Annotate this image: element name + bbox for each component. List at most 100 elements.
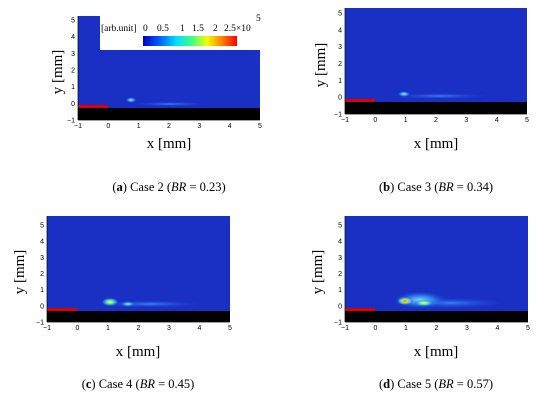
panel-c-ytick: 3 — [40, 255, 44, 262]
panel-a-xlabel: x [mm] — [147, 136, 192, 152]
panel-d-ytick: 0 — [338, 303, 342, 310]
panel-c-ytick: 5 — [40, 223, 44, 230]
panel-d-injector — [345, 308, 375, 311]
colorbar-tick-0: 0 — [143, 24, 148, 34]
colorbar-tick-4: 2 — [213, 24, 218, 34]
panel-d-xtick: 1 — [404, 325, 408, 332]
panel-d-ytick: 2 — [338, 271, 342, 278]
panel-a-ytick: 3 — [71, 51, 75, 58]
panel-b-caption: (b) Case 3 (BR = 0.34) — [379, 180, 493, 194]
panel-a-xtick: 5 — [258, 123, 262, 130]
panel-b-xtick: 1 — [404, 117, 408, 124]
panel-a-ytick: 0 — [71, 101, 75, 108]
panel-c-xlabel: x [mm] — [116, 344, 161, 360]
colorbar-ticks: 0 0.5 1 1.5 2 2.5×10 5 — [143, 14, 261, 34]
panel-c-ytick: 2 — [40, 271, 44, 278]
panel-a-caption: (a) Case 2 (BR = 0.23) — [112, 180, 225, 194]
panel-a-ytick: 2 — [71, 68, 75, 75]
panel-d-ylabel: y [mm] — [310, 250, 326, 295]
panel-c-injector — [47, 308, 77, 311]
panel-a-plume-tail — [130, 101, 210, 107]
axis-ticks: −1 0 1 2 3 4 5 −1 0 1 2 3 4 5 −1 0 1 2 3 4 5 −1 0 1 2 3 4 5 −1 0 1 2 3 4 5… — [36, 11, 530, 333]
panel-b-ytick: −1 — [334, 112, 342, 119]
panel-c-xtick: 5 — [228, 325, 232, 332]
panel-b-ytick: 4 — [338, 27, 342, 34]
panel-a-xtick: −1 — [74, 123, 82, 130]
panel-c-ytick: −1 — [36, 320, 44, 327]
panel-b-plume-hotspot — [397, 90, 411, 98]
colorbar-tick-5: 2.5×10 — [224, 24, 251, 34]
panel-d-xtick: −1 — [341, 325, 349, 332]
panel-d-plume-hotspot-2 — [414, 299, 434, 307]
panel-b-xtick: 5 — [525, 117, 529, 124]
panel-a-ytick: 5 — [71, 18, 75, 25]
panel-d-ytick: 4 — [338, 239, 342, 246]
panel-b-xtick: 0 — [373, 117, 377, 124]
panel-a-wall — [78, 108, 260, 120]
panel-c-xtick: 3 — [167, 325, 171, 332]
panel-a-xtick: 3 — [197, 123, 201, 130]
panel-c-ylabel: y [mm] — [12, 250, 28, 295]
panel-b-xtick: 4 — [495, 117, 499, 124]
panel-d-xtick: 3 — [465, 325, 469, 332]
panel-a-ylabel: y [mm] — [50, 50, 66, 95]
panel-b-ytick: 5 — [338, 11, 342, 18]
panel-c: y [mm] x [mm] (c) Case 4 (BR = 0.45) — [12, 216, 230, 391]
panel-a-plume-hotspot — [125, 97, 137, 103]
panel-c-xtick: −1 — [43, 325, 51, 332]
panel-a-injector — [78, 105, 108, 108]
panel-a: [arb.unit] 0 0.5 1 1.5 2 2.5×10 5 y [mm]… — [50, 14, 261, 194]
panel-d-xtick: 5 — [526, 325, 530, 332]
panel-b: y [mm] x [mm] (b) Case 3 (BR = 0.34) — [313, 8, 527, 194]
panel-b-ytick: 0 — [338, 95, 342, 102]
panel-b-ytick: 1 — [338, 78, 342, 85]
panel-c-plume-hotspot-2 — [120, 301, 136, 307]
panel-b-xlabel: x [mm] — [414, 136, 459, 152]
panel-c-caption: (c) Case 4 (BR = 0.45) — [82, 377, 195, 391]
panel-b-xtick: −1 — [341, 117, 349, 124]
panel-b-wall — [345, 102, 527, 114]
panel-c-xtick: 2 — [137, 325, 141, 332]
panel-d: y [mm] x [mm] (d) Case 5 (BR = 0.57) — [310, 216, 528, 391]
panel-c-plume-hotspot — [101, 297, 119, 307]
panel-c-wall — [47, 311, 230, 322]
panel-d-plume-hotspot — [396, 296, 414, 306]
panel-d-ytick: −1 — [334, 320, 342, 327]
panel-a-field-left — [78, 16, 100, 56]
panel-a-xtick: 4 — [228, 123, 232, 130]
panel-b-xtick: 2 — [434, 117, 438, 124]
panel-b-ytick: 3 — [338, 44, 342, 51]
panel-a-xtick: 0 — [106, 123, 110, 130]
panel-a-ytick: 1 — [71, 84, 75, 91]
panel-c-ytick: 0 — [40, 303, 44, 310]
panel-d-wall — [345, 311, 528, 322]
panel-c-xtick: 1 — [106, 325, 110, 332]
colorbar-tick-3: 1.5 — [192, 24, 204, 34]
panel-b-injector — [345, 99, 375, 102]
colorbar-unit-label: [arb.unit] — [101, 24, 137, 34]
colorbar-tick-1: 0.5 — [157, 24, 169, 34]
panel-c-ytick: 1 — [40, 287, 44, 294]
panel-d-caption: (d) Case 5 (BR = 0.57) — [379, 377, 493, 391]
panel-a-ytick: 4 — [71, 34, 75, 41]
panel-c-xtick: 4 — [198, 325, 202, 332]
panel-d-xlabel: x [mm] — [414, 344, 459, 360]
panel-b-ylabel: y [mm] — [313, 43, 329, 88]
panel-d-xtick: 2 — [435, 325, 439, 332]
panel-d-ytick: 3 — [338, 255, 342, 262]
panel-d-xtick: 0 — [374, 325, 378, 332]
colorbar-tick-2: 1 — [180, 24, 185, 34]
panel-a-xtick: 1 — [137, 123, 141, 130]
panel-c-ytick: 4 — [40, 239, 44, 246]
panel-b-ytick: 2 — [338, 61, 342, 68]
panel-a-ytick: −1 — [67, 118, 75, 125]
colorbar-exponent: 5 — [256, 14, 261, 24]
panel-b-xtick: 3 — [464, 117, 468, 124]
panel-d-ytick: 1 — [338, 287, 342, 294]
colorbar-gradient — [143, 36, 237, 46]
panel-d-xtick: 4 — [496, 325, 500, 332]
panel-b-plume-tail — [385, 93, 495, 99]
panel-c-xtick: 0 — [76, 325, 80, 332]
panel-a-xtick: 2 — [167, 123, 171, 130]
